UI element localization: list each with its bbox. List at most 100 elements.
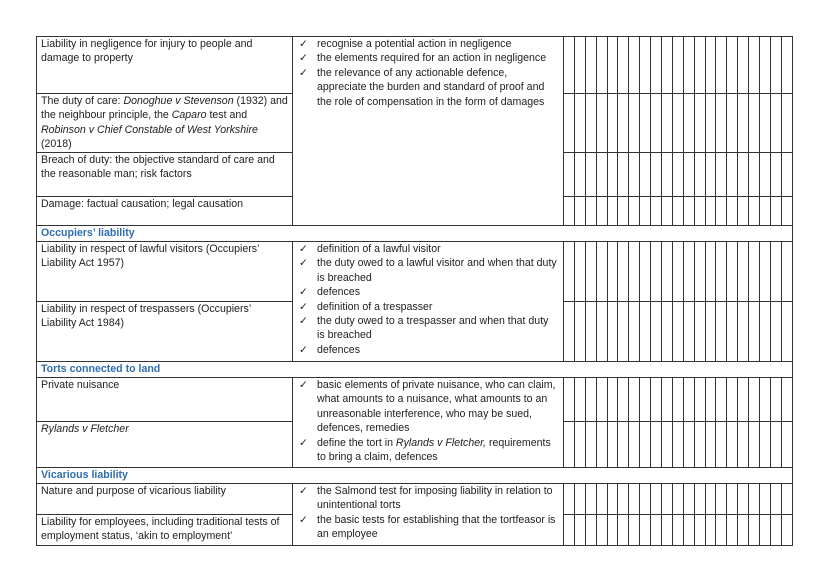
tracking-cell[interactable] [726,93,739,153]
tracking-cell[interactable] [671,514,684,546]
tracking-cell[interactable] [737,483,750,515]
tracking-cell[interactable] [661,301,673,362]
tracking-cell[interactable] [606,421,619,468]
tracking-cell[interactable] [759,377,771,422]
tracking-cell[interactable] [748,483,761,515]
tracking-cell[interactable] [737,241,750,302]
tracking-cell[interactable] [563,241,575,302]
tracking-cell[interactable] [704,93,717,153]
tracking-cell[interactable] [737,152,750,197]
tracking-cell[interactable] [682,421,695,468]
tracking-cell[interactable] [595,36,608,94]
tracking-cell[interactable] [595,301,608,362]
tracking-cell[interactable] [573,377,586,422]
tracking-cell[interactable] [606,377,619,422]
tracking-cell[interactable] [759,152,771,197]
tracking-cell[interactable] [628,421,641,468]
tracking-cell[interactable] [715,196,728,226]
tracking-cell[interactable] [780,196,793,226]
tracking-cell[interactable] [682,196,695,226]
tracking-cell[interactable] [780,377,793,422]
tracking-cell[interactable] [563,421,575,468]
tracking-cell[interactable] [573,93,586,153]
tracking-cell[interactable] [584,514,597,546]
tracking-cell[interactable] [563,377,575,422]
tracking-cell[interactable] [759,301,771,362]
tracking-cell[interactable] [573,36,586,94]
tracking-cell[interactable] [693,483,706,515]
tracking-cell[interactable] [726,483,739,515]
tracking-cell[interactable] [628,514,641,546]
tracking-cell[interactable] [769,421,782,468]
tracking-cell[interactable] [671,196,684,226]
tracking-cell[interactable] [617,196,630,226]
tracking-cell[interactable] [563,36,575,94]
tracking-cell[interactable] [671,152,684,197]
tracking-cell[interactable] [606,196,619,226]
tracking-cell[interactable] [726,301,739,362]
tracking-cell[interactable] [737,421,750,468]
tracking-cell[interactable] [628,93,641,153]
tracking-cell[interactable] [661,483,673,515]
tracking-cell[interactable] [726,36,739,94]
tracking-cell[interactable] [726,196,739,226]
tracking-cell[interactable] [737,36,750,94]
tracking-cell[interactable] [617,241,630,302]
tracking-cell[interactable] [693,196,706,226]
tracking-cell[interactable] [748,93,761,153]
tracking-cell[interactable] [617,377,630,422]
tracking-cell[interactable] [628,36,641,94]
tracking-cell[interactable] [682,152,695,197]
tracking-cell[interactable] [606,93,619,153]
tracking-cell[interactable] [737,514,750,546]
tracking-cell[interactable] [595,421,608,468]
tracking-cell[interactable] [759,483,771,515]
tracking-cell[interactable] [715,483,728,515]
tracking-cell[interactable] [759,514,771,546]
tracking-cell[interactable] [639,377,652,422]
tracking-cell[interactable] [671,241,684,302]
tracking-cell[interactable] [671,483,684,515]
tracking-cell[interactable] [704,514,717,546]
tracking-cell[interactable] [650,514,663,546]
tracking-cell[interactable] [650,421,663,468]
tracking-cell[interactable] [704,483,717,515]
tracking-cell[interactable] [748,377,761,422]
tracking-cell[interactable] [606,152,619,197]
tracking-cell[interactable] [704,152,717,197]
tracking-cell[interactable] [769,241,782,302]
tracking-cell[interactable] [628,377,641,422]
tracking-cell[interactable] [661,377,673,422]
tracking-cell[interactable] [671,301,684,362]
tracking-cell[interactable] [617,93,630,153]
tracking-cell[interactable] [769,93,782,153]
tracking-cell[interactable] [650,301,663,362]
tracking-cell[interactable] [628,301,641,362]
tracking-cell[interactable] [693,301,706,362]
tracking-cell[interactable] [704,196,717,226]
tracking-cell[interactable] [715,421,728,468]
tracking-cell[interactable] [780,93,793,153]
tracking-cell[interactable] [780,36,793,94]
tracking-cell[interactable] [584,483,597,515]
tracking-cell[interactable] [584,377,597,422]
tracking-cell[interactable] [759,36,771,94]
tracking-cell[interactable] [584,421,597,468]
tracking-cell[interactable] [617,421,630,468]
tracking-cell[interactable] [726,152,739,197]
tracking-cell[interactable] [726,377,739,422]
tracking-cell[interactable] [617,483,630,515]
tracking-cell[interactable] [595,196,608,226]
tracking-cell[interactable] [639,421,652,468]
tracking-cell[interactable] [748,196,761,226]
tracking-cell[interactable] [671,421,684,468]
tracking-cell[interactable] [704,241,717,302]
tracking-cell[interactable] [639,301,652,362]
tracking-cell[interactable] [715,377,728,422]
tracking-cell[interactable] [715,152,728,197]
tracking-cell[interactable] [584,301,597,362]
tracking-cell[interactable] [563,93,575,153]
tracking-cell[interactable] [563,483,575,515]
tracking-cell[interactable] [715,241,728,302]
tracking-cell[interactable] [682,36,695,94]
